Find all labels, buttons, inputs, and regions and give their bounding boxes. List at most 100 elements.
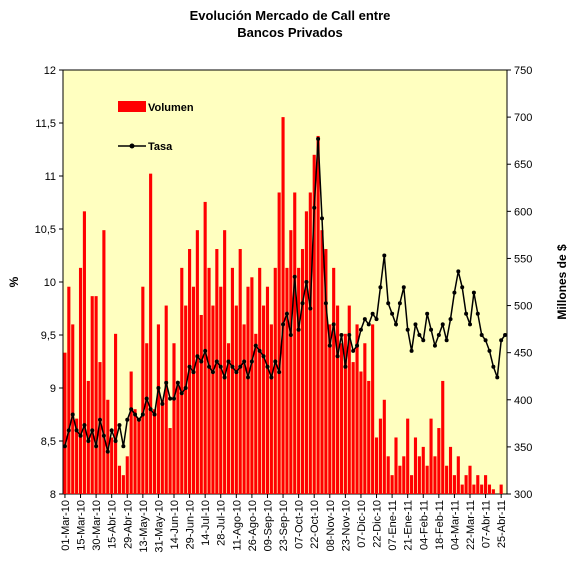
bar bbox=[172, 343, 176, 494]
bar bbox=[476, 475, 480, 494]
point bbox=[316, 136, 321, 141]
bar bbox=[121, 475, 125, 494]
point bbox=[246, 375, 250, 380]
x-tick-label: 07-Ene-11 bbox=[387, 500, 399, 551]
point bbox=[503, 333, 508, 337]
bar bbox=[90, 296, 94, 494]
bar bbox=[277, 192, 281, 494]
bar bbox=[246, 286, 250, 494]
point bbox=[331, 322, 336, 327]
point bbox=[327, 343, 332, 348]
bar bbox=[195, 230, 199, 494]
bar bbox=[75, 418, 79, 494]
bar bbox=[137, 418, 141, 494]
y2-tick-label: 650 bbox=[514, 159, 532, 171]
point bbox=[444, 338, 449, 343]
point bbox=[281, 322, 286, 327]
point bbox=[308, 306, 313, 311]
bar bbox=[324, 249, 328, 494]
bar bbox=[152, 409, 157, 494]
point bbox=[366, 322, 371, 327]
point bbox=[86, 439, 91, 443]
bar bbox=[71, 324, 75, 494]
x-tick-label: 22-Mar-11 bbox=[465, 500, 477, 550]
point bbox=[175, 380, 180, 385]
bar bbox=[164, 305, 168, 494]
y-tick-label: 11,5 bbox=[35, 118, 56, 130]
x-tick-label: 07-Dic-10 bbox=[356, 500, 368, 548]
bar bbox=[226, 343, 231, 494]
bar bbox=[456, 456, 460, 494]
point bbox=[499, 338, 504, 343]
point bbox=[156, 386, 161, 390]
x-tick-label: 13-May-10 bbox=[138, 500, 150, 553]
bar bbox=[265, 286, 270, 494]
bar bbox=[219, 286, 223, 494]
point bbox=[339, 333, 344, 337]
point bbox=[136, 417, 141, 422]
bar bbox=[312, 154, 316, 495]
point bbox=[468, 322, 472, 327]
bar bbox=[480, 484, 484, 494]
point bbox=[179, 391, 184, 396]
bar bbox=[363, 343, 367, 494]
bar bbox=[452, 475, 456, 494]
point bbox=[148, 407, 153, 412]
point bbox=[304, 280, 309, 284]
bar bbox=[413, 437, 418, 494]
bar bbox=[332, 267, 336, 494]
bar bbox=[382, 399, 386, 494]
bar bbox=[285, 267, 289, 494]
plot-area bbox=[62, 69, 508, 495]
point bbox=[125, 417, 130, 422]
point bbox=[203, 348, 208, 353]
point bbox=[390, 311, 395, 316]
bar bbox=[238, 249, 242, 494]
bar bbox=[168, 428, 172, 494]
bar bbox=[445, 465, 449, 494]
bar bbox=[472, 484, 476, 494]
bar bbox=[67, 286, 71, 494]
bar bbox=[484, 475, 488, 494]
point bbox=[66, 428, 71, 433]
bar bbox=[487, 484, 492, 494]
point bbox=[312, 205, 317, 210]
bar bbox=[421, 446, 425, 494]
bar bbox=[188, 249, 192, 494]
x-tick-label: 25-Abr-11 bbox=[496, 500, 508, 548]
point bbox=[296, 327, 301, 332]
x-tick-label: 26-Ago-10 bbox=[247, 500, 259, 551]
point bbox=[253, 343, 258, 348]
point bbox=[234, 370, 239, 375]
bar bbox=[203, 201, 207, 494]
point bbox=[284, 311, 289, 316]
bar bbox=[390, 475, 394, 494]
bar bbox=[273, 267, 277, 494]
point bbox=[378, 285, 383, 290]
point bbox=[436, 333, 441, 337]
bar bbox=[258, 267, 262, 494]
point bbox=[94, 444, 99, 449]
bar bbox=[63, 352, 67, 494]
x-tick-label: 09-Sep-10 bbox=[262, 500, 274, 551]
point bbox=[292, 274, 297, 279]
bar bbox=[328, 324, 332, 494]
x-tick-label: 23-Sep-10 bbox=[278, 500, 290, 551]
x-tick-label: 29-Jun-10 bbox=[185, 500, 197, 550]
bar bbox=[367, 380, 371, 494]
bar bbox=[398, 465, 402, 494]
bar bbox=[199, 314, 203, 494]
x-tick-label: 28-Jul-10 bbox=[216, 500, 228, 546]
bar bbox=[433, 456, 437, 494]
bar bbox=[117, 465, 122, 494]
bar bbox=[499, 484, 503, 494]
point bbox=[187, 364, 192, 369]
y-tick-label: 11 bbox=[45, 171, 56, 183]
bar bbox=[207, 267, 211, 494]
bar bbox=[359, 371, 363, 494]
point bbox=[456, 269, 461, 274]
point bbox=[113, 439, 118, 443]
bar bbox=[374, 437, 379, 494]
bar bbox=[145, 343, 149, 494]
point bbox=[164, 380, 169, 385]
